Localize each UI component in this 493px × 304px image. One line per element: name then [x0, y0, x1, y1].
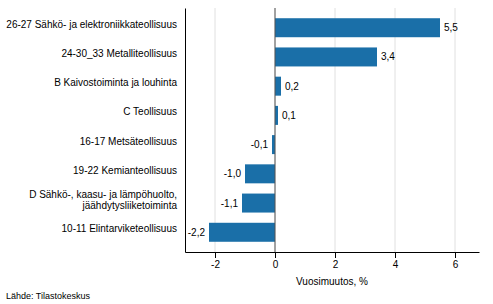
- y-tick-label: B Kaivostoiminta ja louhinta: [54, 77, 177, 88]
- data-label: 0,2: [285, 81, 299, 92]
- grid-line: [335, 8, 336, 252]
- data-labels: -2,2 -1,1 -1,0 -0,1 0,1 0,2 3,4 5,5: [188, 22, 459, 238]
- y-tick: 26-27 Sähkö- ja elektroniikkateollisuus: [6, 19, 185, 30]
- x-tick-label: 6: [453, 259, 459, 270]
- y-tick: 16-17 Metsäteollisuus: [80, 136, 185, 147]
- y-tick: B Kaivostoiminta ja louhinta: [54, 77, 185, 88]
- x-tick: 2: [333, 252, 339, 270]
- data-label: 0,1: [282, 110, 296, 121]
- bar: [275, 77, 281, 96]
- grid-line: [395, 8, 396, 252]
- x-tick: -2: [211, 252, 220, 270]
- grid-line: [455, 8, 456, 252]
- y-tick-label: 26-27 Sähkö- ja elektroniikkateollisuus: [6, 19, 177, 30]
- y-tick-label: D Sähkö-, kaasu- ja lämpöhuolto,jäähdyty…: [29, 189, 177, 211]
- bar: [275, 47, 377, 66]
- y-tick-label: C Teollisuus: [123, 106, 177, 117]
- x-tick-label: 0: [273, 259, 279, 270]
- y-tick: D Sähkö-, kaasu- ja lämpöhuolto,jäähdyty…: [29, 189, 185, 211]
- bar: [209, 223, 275, 242]
- x-tick: 0: [273, 252, 279, 270]
- y-tick: 24-30_33 Metalliteollisuus: [61, 48, 185, 59]
- chart: -2,2 -1,1 -1,0 -0,1 0,1 0,2 3,4 5,5 -2 0 2 4 6 Vuosim…: [0, 0, 493, 304]
- x-axis-title: Vuosimuutos, %: [296, 276, 368, 287]
- grid: [215, 8, 455, 252]
- y-tick: 10-11 Elintarviketeollisuus: [62, 223, 185, 234]
- annotation: Lähde: Tilastokeskus: [6, 291, 91, 301]
- x-tick-mark: [335, 252, 336, 258]
- x-tick-label: 2: [333, 259, 339, 270]
- y-tick-label: 10-11 Elintarviketeollisuus: [62, 223, 177, 234]
- x-tick-mark: [215, 252, 216, 258]
- grid-line: [215, 8, 216, 252]
- bar: [275, 18, 440, 37]
- x-axis: -2 0 2 4 6: [186, 252, 480, 270]
- x-tick-label: -2: [211, 259, 220, 270]
- y-axis: 10-11 Elintarviketeollisuus D Sähkö-, kaa…: [6, 9, 185, 253]
- data-label: -2,2: [188, 227, 206, 238]
- y-tick: 19-22 Kemianteollisuus: [73, 165, 185, 176]
- chart-container: -2,2 -1,1 -1,0 -0,1 0,1 0,2 3,4 5,5 -2 0 2 4 6 Vuosim…: [0, 0, 493, 304]
- y-tick-label: 24-30_33 Metalliteollisuus: [61, 48, 177, 59]
- y-axis-line: [185, 9, 186, 253]
- data-label: -0,1: [251, 139, 269, 150]
- y-tick-label: 19-22 Kemianteollisuus: [73, 165, 177, 176]
- data-label: -1,1: [221, 198, 239, 209]
- x-tick-mark: [455, 252, 456, 258]
- bar: [242, 194, 275, 213]
- grid-line: [275, 8, 276, 252]
- bar: [245, 164, 275, 183]
- plot: -2,2 -1,1 -1,0 -0,1 0,1 0,2 3,4 5,5 -2 0 2 4 6 Vuosim…: [6, 8, 479, 287]
- bars: [209, 18, 440, 242]
- x-tick: 6: [453, 252, 459, 270]
- x-tick-label: 4: [393, 259, 399, 270]
- zero-line: [275, 8, 276, 252]
- data-label: 3,4: [381, 51, 395, 62]
- x-tick: 4: [393, 252, 399, 270]
- y-tick: C Teollisuus: [123, 106, 185, 117]
- x-tick-mark: [395, 252, 396, 258]
- data-label: -1,0: [224, 168, 242, 179]
- y-tick-label: 16-17 Metsäteollisuus: [80, 136, 177, 147]
- x-tick-mark: [275, 252, 276, 258]
- data-label: 5,5: [444, 22, 458, 33]
- x-axis-line: [186, 252, 480, 253]
